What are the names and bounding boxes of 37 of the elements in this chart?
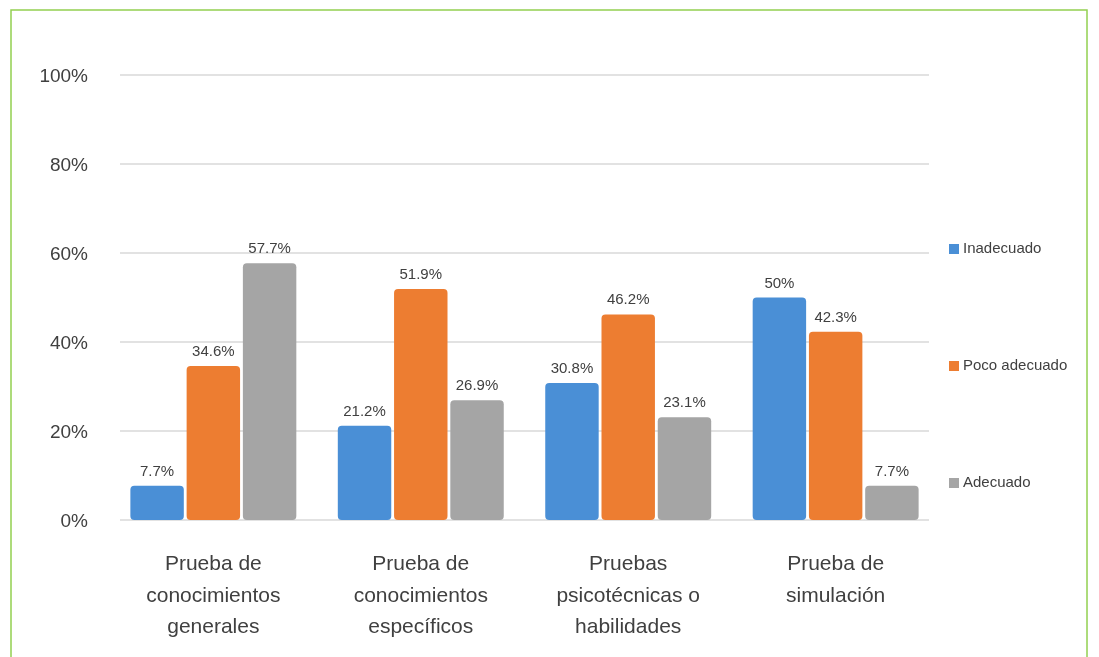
legend-label: Inadecuado (963, 239, 1042, 256)
y-tick-label: 80% (49, 153, 89, 175)
y-tick-label: 100% (39, 64, 89, 86)
bar (865, 485, 919, 520)
bar (601, 314, 655, 520)
bar (657, 417, 712, 520)
bar (545, 382, 599, 520)
data-label: 21.2% (343, 401, 386, 419)
y-tick-label: 20% (49, 420, 89, 442)
y-tick-label: 40% (49, 331, 89, 353)
bar (130, 485, 184, 520)
x-tick-label: Prueba de simulación (786, 551, 886, 606)
bar (752, 297, 807, 520)
legend-label: Poco adecuado (963, 356, 1068, 373)
x-tick-label: Prueba de conocimientos específicos (353, 551, 488, 637)
bar (186, 366, 241, 520)
bar (242, 263, 297, 520)
data-label: 42.3% (814, 307, 857, 325)
y-tick-label: 60% (49, 242, 89, 264)
x-tick-label: Prueba de conocimientos generales (146, 551, 281, 637)
bar (394, 289, 448, 520)
data-label: 7.7% (139, 461, 175, 479)
data-label: 51.9% (399, 265, 443, 283)
bar (450, 400, 504, 520)
data-label: 57.7% (248, 239, 291, 257)
data-label: 46.2% (606, 290, 650, 308)
x-tick-label: Pruebas psicotécnicas o habilidades (556, 551, 701, 637)
bar (808, 331, 863, 520)
legend-label: Adecuado (963, 473, 1031, 490)
data-label: 7.7% (874, 461, 910, 479)
bar (337, 425, 392, 520)
data-label: 23.1% (663, 393, 706, 411)
y-tick-label: 0% (60, 509, 89, 531)
data-label: 30.8% (550, 358, 594, 376)
data-label: 26.9% (455, 376, 499, 394)
data-label: 50% (764, 273, 795, 291)
data-label: 34.6% (192, 342, 235, 360)
